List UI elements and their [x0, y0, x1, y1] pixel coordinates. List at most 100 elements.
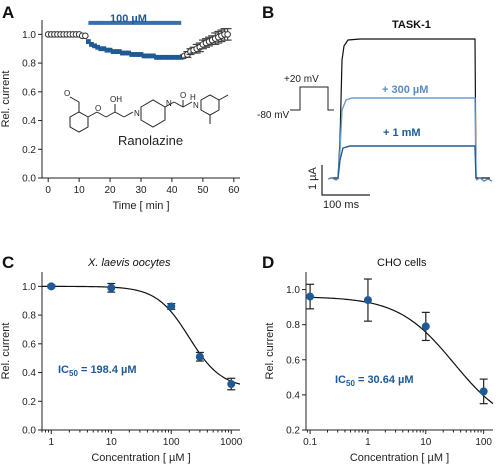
panel-c-x-tick-label: 100	[163, 437, 180, 448]
ranolazine-label: Ranolazine	[118, 133, 183, 148]
panel-d-x-tick-label: 0.1	[303, 437, 317, 448]
scale-x-label: 100 ms	[323, 199, 360, 211]
panel-c-axes: 1 10 100 1000 0.0 0.2 0.4 0.6 0.8 1.0 Concentratio…	[0, 272, 243, 464]
panel-d-y-tick-label: 0.2	[286, 426, 300, 437]
panel-a-point-ranolazine	[150, 53, 156, 59]
panel-c-x-axis-label: Concentration [ µM ]	[91, 452, 190, 464]
panel-letter-d: D	[262, 253, 274, 272]
panel-c-data-point	[47, 282, 56, 291]
panel-a-x-tick-label: 0	[45, 185, 51, 196]
ether-o-label: O	[95, 104, 101, 113]
panel-a-point-ranolazine	[120, 50, 125, 56]
panel-a-point-ranolazine	[135, 52, 141, 57]
trace-300um	[337, 97, 477, 179]
panel-d-y-tick-label: 0.6	[286, 355, 300, 366]
panel-letter-a: A	[2, 3, 14, 22]
panel-a-point-ranolazine	[144, 53, 150, 59]
panel-a-point-ranolazine	[110, 49, 116, 54]
panel-a-y-tick-label: 0.0	[22, 174, 36, 185]
panel-letter-c: C	[2, 253, 14, 272]
panel-a-y-tick-label: 0.8	[22, 59, 36, 70]
panel-a-axes: 0 10 20 30 40 50 60 0.0 0.2 0.4 0.6 0.8 1.0 Time [ mi…	[0, 20, 240, 212]
panel-a-point-washout	[224, 31, 231, 38]
panel-b-traces: TASK-1 +20 mV -80 mV + 300 µM + 1 mM 1 µ…	[257, 19, 493, 211]
panel-c-y-tick-label: 0.4	[22, 368, 36, 379]
panel-b-title: TASK-1	[392, 19, 431, 31]
panel-a-point-ranolazine	[157, 54, 162, 60]
panel-c-title: X. laevis oocytes	[87, 257, 171, 269]
panel-c-data-point	[167, 302, 176, 311]
panel-a-point-ranolazine	[86, 39, 91, 44]
panel-a-y-tick-label: 0.6	[22, 87, 36, 98]
panel-c-x-tick-label: 1000	[220, 437, 243, 448]
panel-d-ic50-label: IC50 = 30.64 µM	[335, 374, 414, 388]
panel-a-point-ranolazine	[101, 46, 107, 52]
panel-a-point-ranolazine	[132, 52, 138, 57]
panel-d-x-tick-label: 10	[420, 437, 432, 448]
panel-c-x-tick-label: 1	[49, 437, 55, 448]
amide-nh-label: H	[190, 93, 196, 102]
panel-a-point-ranolazine	[138, 52, 144, 57]
panel-d-marks	[305, 278, 494, 405]
panel-c-y-tick-label: 0.2	[22, 397, 36, 408]
trace-control	[330, 38, 490, 179]
panel-d-y-axis-label: Rel. current	[264, 323, 276, 380]
panel-a-y-tick-label: 0.4	[22, 116, 36, 127]
panel-a-marks	[44, 20, 232, 60]
panel-a-point-ranolazine	[169, 54, 175, 60]
panel-a-x-tick-label: 50	[197, 185, 209, 196]
panel-a-point-ranolazine	[163, 54, 169, 60]
trace-baseline-left	[327, 177, 340, 181]
panel-a-point-ranolazine	[160, 54, 166, 60]
panel-a-point-ranolazine	[95, 44, 101, 50]
panel-c-y-tick-label: 1.0	[22, 282, 36, 293]
panel-a-point-ranolazine	[104, 47, 110, 53]
step-low-label: -80 mV	[257, 110, 290, 121]
panel-c-fit-curve	[42, 285, 241, 385]
panel-a-x-tick-label: 30	[135, 185, 147, 196]
carbonyl-o-label: O	[180, 91, 186, 100]
trace-300um-label: + 300 µM	[382, 84, 428, 96]
panel-d-fit-curve	[305, 296, 494, 405]
panel-a-point-ranolazine	[154, 54, 159, 60]
trace-1mm-label: + 1 mM	[383, 127, 421, 139]
panel-d-y-tick-label: 0.4	[286, 390, 300, 401]
panel-c-data-point	[107, 283, 116, 292]
panel-d-data-point	[479, 387, 488, 396]
panel-a-point-ranolazine	[89, 42, 94, 47]
panel-a-y-tick-label: 1.0	[22, 30, 36, 41]
panel-d-title: CHO cells	[377, 257, 427, 269]
piperazine-n1-label: N	[134, 109, 140, 118]
panel-a-point-ranolazine	[129, 52, 135, 57]
panel-a-point-ranolazine	[141, 53, 147, 59]
panel-d-data-point	[363, 296, 372, 305]
panel-a-point-ranolazine	[116, 49, 122, 54]
amide-n-label: N	[193, 101, 199, 110]
panel-a-point-ranolazine	[126, 50, 132, 56]
panel-a-point-ranolazine	[123, 50, 128, 56]
methoxy-o-label: O	[64, 89, 70, 98]
panel-c-ic50-label: IC50 = 198.4 µM	[58, 364, 137, 378]
panel-d-axes: 0.1 1 10 100 0.2 0.4 0.6 0.8 1.0 Concentration [ …	[264, 272, 493, 464]
panel-letter-b: B	[262, 3, 274, 22]
panel-d-x-axis-label: Concentration [ µM ]	[350, 452, 449, 464]
step-high-label: +20 mV	[284, 74, 319, 85]
panel-a-y-tick-label: 0.2	[22, 145, 36, 156]
panel-d-y-tick-label: 1.0	[286, 285, 300, 296]
scale-bars	[321, 165, 370, 196]
panel-a-point-ranolazine	[175, 54, 181, 60]
scale-y-label: 1 µA	[307, 166, 319, 190]
panel-a-y-axis-label: Rel. current	[0, 71, 12, 128]
trace-1mm	[337, 145, 477, 179]
panel-a-x-tick-label: 10	[74, 185, 86, 196]
panel-c-data-point	[195, 352, 204, 361]
panel-a-point-ranolazine	[172, 54, 178, 60]
panel-a-x-tick-label: 40	[166, 185, 178, 196]
panel-a-point-ranolazine	[98, 46, 104, 52]
panel-a-x-axis-label: Time [ min ]	[112, 200, 169, 212]
voltage-step-protocol	[290, 86, 334, 111]
panel-c-y-tick-label: 0.0	[22, 426, 36, 437]
ranolazine-structure-drawing	[69, 94, 229, 133]
panel-a-point-ranolazine	[147, 53, 153, 59]
